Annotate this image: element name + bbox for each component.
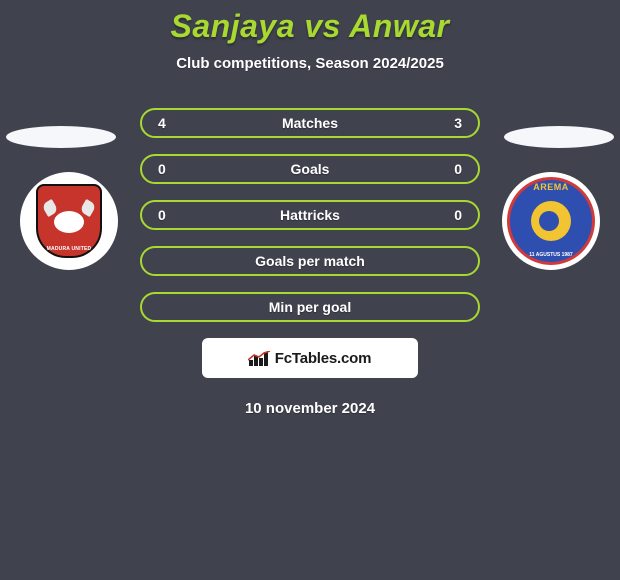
stat-label: Hattricks <box>198 207 422 223</box>
stat-row-min-per-goal: Min per goal <box>140 292 480 322</box>
stat-left-value: 0 <box>158 207 198 223</box>
stat-left-value: 4 <box>158 115 198 131</box>
left-club-badge: MADURA UNITED <box>20 172 118 270</box>
footer-date: 10 november 2024 <box>0 400 620 417</box>
comparison-card: Sanjaya vs Anwar Club competitions, Seas… <box>0 0 620 580</box>
title-left: Sanjaya <box>171 8 295 44</box>
lion-face <box>539 211 559 231</box>
stat-right-value: 3 <box>422 115 462 131</box>
stat-row-hattricks: 0 Hattricks 0 <box>140 200 480 230</box>
bull-horn-right <box>79 199 96 217</box>
right-flag-ellipse <box>504 126 614 148</box>
bull-body <box>54 211 84 233</box>
stat-right-value: 0 <box>422 207 462 223</box>
lion-icon <box>531 201 571 241</box>
title-right: Anwar <box>349 8 449 44</box>
page-title: Sanjaya vs Anwar <box>0 0 620 45</box>
stat-label: Goals <box>198 161 422 177</box>
stat-left-value: 0 <box>158 161 198 177</box>
stat-label: Min per goal <box>198 299 422 315</box>
title-vs: vs <box>304 8 341 44</box>
brand-box: FcTables.com <box>202 338 418 378</box>
stat-row-matches: 4 Matches 3 <box>140 108 480 138</box>
right-club-badge: AREMA 11 AGUSTUS 1987 <box>502 172 600 270</box>
stat-row-goals-per-match: Goals per match <box>140 246 480 276</box>
stat-label: Goals per match <box>198 253 422 269</box>
chart-icon <box>249 350 269 366</box>
brand-label: FcTables.com <box>275 350 372 367</box>
left-flag-ellipse <box>6 126 116 148</box>
arema-ring-icon: AREMA 11 AGUSTUS 1987 <box>507 177 595 265</box>
chart-trend-line-icon <box>248 351 272 361</box>
subtitle: Club competitions, Season 2024/2025 <box>0 55 620 72</box>
bull-icon <box>46 203 92 239</box>
arema-inner <box>520 190 582 252</box>
madura-shield-icon: MADURA UNITED <box>36 184 102 258</box>
stat-label: Matches <box>198 115 422 131</box>
stat-right-value: 0 <box>422 161 462 177</box>
stat-row-goals: 0 Goals 0 <box>140 154 480 184</box>
arema-bottom-label: 11 AGUSTUS 1987 <box>510 252 592 258</box>
madura-label: MADURA UNITED <box>38 246 100 252</box>
